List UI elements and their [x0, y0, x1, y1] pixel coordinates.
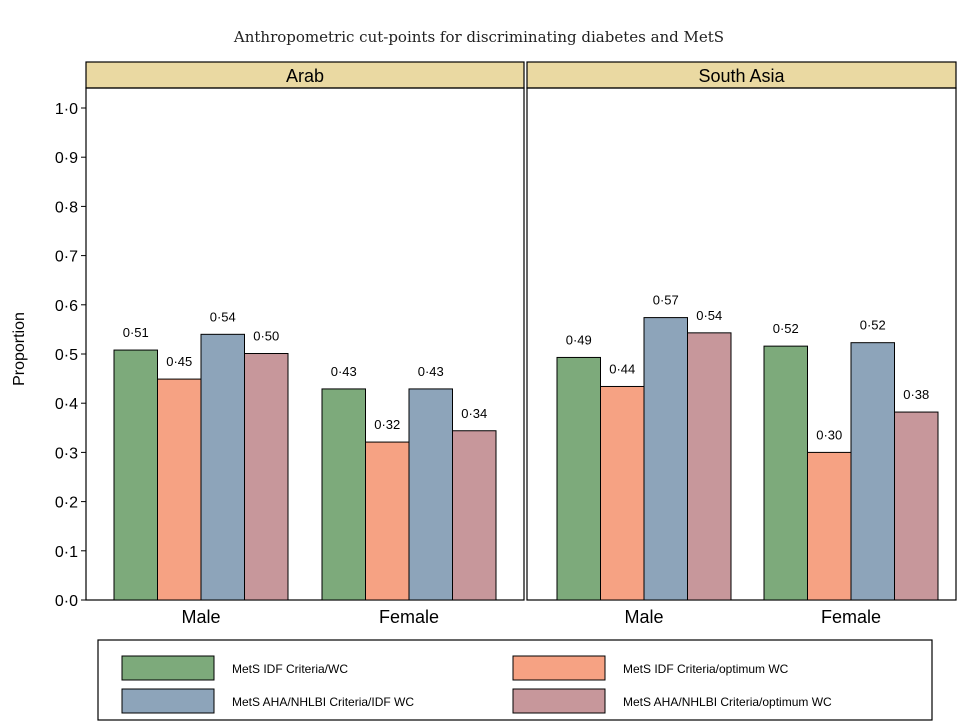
data-label-1-1-2: 0·52 [860, 318, 886, 333]
bars [113, 317, 939, 601]
bar-1-0-1 [600, 385, 645, 601]
y-tick-label-8: 0·8 [55, 199, 78, 216]
data-label-1-0-2: 0·57 [653, 293, 679, 308]
bar-1-1-0 [763, 345, 808, 601]
y-tick-label-3: 0·3 [55, 445, 78, 462]
legend-swatch-1 [512, 655, 606, 681]
data-label-1-0-0: 0·49 [566, 332, 592, 347]
data-label-1-1-1: 0·30 [816, 427, 842, 442]
data-label-0-1-1: 0·32 [374, 417, 400, 432]
bar-1-0-2 [643, 317, 688, 601]
bar-1-1-2 [850, 342, 895, 601]
x-labels: Male Female Male Female [181, 607, 881, 627]
y-tick-label-0: 0·0 [55, 593, 78, 610]
bar-0-1-2 [408, 388, 453, 601]
panel-label-1: South Asia [698, 66, 785, 86]
data-label-0-0-3: 0·50 [253, 329, 279, 344]
x-label-0-1: Female [379, 607, 439, 627]
data-labels: 0·51 0·45 0·54 0·50 0·43 0·32 0·43 0·34 0·49 0·44… [123, 293, 930, 443]
legend-swatch-0 [121, 655, 215, 681]
data-label-0-1-2: 0·43 [418, 364, 444, 379]
data-label-1-1-3: 0·38 [903, 387, 929, 402]
chart-title: Anthropometric cut-points for discrimina… [233, 28, 725, 46]
legend: MetS IDF Criteria/WC MetS IDF Criteria/op… [97, 639, 933, 721]
y-tick-label-9: 0·9 [55, 150, 78, 167]
y-tick-label-7: 0·7 [55, 249, 78, 266]
panel-label-0: Arab [286, 66, 324, 86]
bar-1-1-1 [807, 451, 852, 601]
bar-1-0-3 [687, 332, 732, 601]
plot-frame [85, 87, 957, 601]
bar-1-1-3 [894, 411, 939, 601]
data-label-1-1-0: 0·52 [773, 321, 799, 336]
y-tick-label-1: 0·1 [55, 544, 78, 561]
data-label-0-1-0: 0·43 [331, 364, 357, 379]
y-axis: 0·0 0·1 0·2 0·3 0·4 0·5 0·6 0·7 0·8 0·9 1·0 Proport… [11, 101, 86, 610]
data-label-0-0-2: 0·54 [210, 309, 236, 324]
y-tick-label-5: 0·5 [55, 347, 78, 364]
y-tick-label-6: 0·6 [55, 298, 78, 315]
panel-frame-1 [526, 87, 957, 601]
data-label-1-0-3: 0·54 [696, 308, 722, 323]
legend-swatch-2 [121, 688, 215, 714]
legend-label-0: MetS IDF Criteria/WC [232, 662, 348, 676]
panel-strips: Arab South Asia [85, 61, 957, 89]
panel-frame-0 [85, 87, 525, 601]
bar-0-0-2 [200, 333, 245, 601]
bar-1-0-0 [556, 356, 601, 601]
y-tick-label-10: 1·0 [55, 101, 78, 118]
legend-swatch-3 [512, 688, 606, 714]
bar-0-0-3 [244, 353, 289, 601]
data-label-0-1-3: 0·34 [461, 406, 487, 421]
x-label-1-1: Female [821, 607, 881, 627]
legend-label-3: MetS AHA/NHLBI Criteria/optimum WC [623, 695, 832, 709]
y-tick-label-4: 0·4 [55, 396, 78, 413]
bar-0-1-3 [452, 430, 497, 601]
legend-label-2: MetS AHA/NHLBI Criteria/IDF WC [232, 695, 414, 709]
bar-0-0-1 [157, 378, 202, 601]
data-label-0-0-0: 0·51 [123, 325, 149, 340]
y-axis-title: Proportion [11, 312, 28, 386]
y-tick-label-2: 0·2 [55, 495, 78, 512]
x-label-0-0: Male [181, 607, 220, 627]
legend-label-1: MetS IDF Criteria/optimum WC [623, 662, 789, 676]
data-label-1-0-1: 0·44 [609, 361, 635, 376]
bar-0-0-0 [113, 349, 158, 601]
panel-strip-0 [85, 61, 525, 89]
bar-0-1-0 [321, 388, 366, 601]
data-label-0-0-1: 0·45 [166, 354, 192, 369]
bar-0-1-1 [365, 441, 410, 601]
x-label-1-0: Male [624, 607, 663, 627]
